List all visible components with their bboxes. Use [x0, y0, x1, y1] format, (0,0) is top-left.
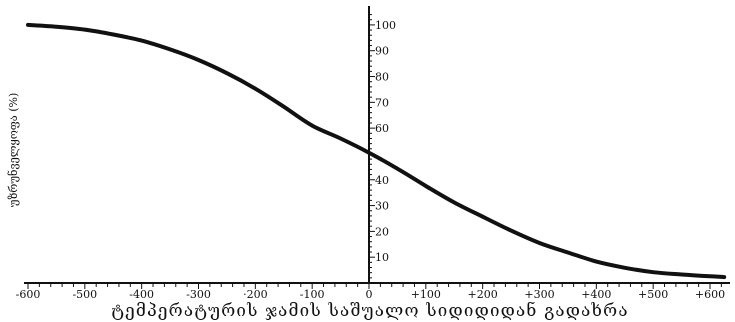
x-tick-label: -400 — [129, 288, 154, 301]
y-tick-label: 100 — [375, 19, 396, 32]
x-tick-label: -500 — [72, 288, 97, 301]
x-tick-label: +300 — [524, 288, 554, 301]
x-tick-label: +600 — [695, 288, 725, 301]
y-axis-title: უზრუნველყოფა (%) — [7, 93, 20, 207]
x-tick-label: 0 — [366, 288, 373, 301]
x-tick-label: +400 — [581, 288, 611, 301]
x-tick-label: -600 — [16, 288, 41, 301]
y-tick-label: 70 — [375, 96, 389, 109]
series-line-0 — [26, 22, 727, 280]
series-group — [26, 22, 727, 280]
y-tick-label: 80 — [375, 71, 389, 84]
x-axis-title: ტემპერატურის ჯამის საშუალო სიდიდიდან გად… — [111, 301, 629, 321]
x-axis: -600 -500 -400 -300 ·200 -100 0 +100 +200 +300 +40… — [16, 282, 730, 301]
y-tick-label: 40 — [375, 174, 389, 187]
y-tick-label: 20 — [375, 225, 389, 238]
x-tick-label: -300 — [186, 288, 211, 301]
y-tick-label: 60 — [375, 122, 389, 135]
x-tick-label: +100 — [411, 288, 441, 301]
x-tick-label: +200 — [468, 288, 498, 301]
y-tick-label: 90 — [375, 45, 389, 58]
x-tick-label: -100 — [300, 288, 325, 301]
x-tick-label: +500 — [638, 288, 668, 301]
y-tick-label: 10 — [375, 251, 389, 264]
y-tick-label: 30 — [375, 200, 389, 213]
x-tick-label: ·200 — [243, 288, 268, 301]
y-axis: 10 20 30 40 60 70 80 90 100 — [368, 6, 396, 283]
